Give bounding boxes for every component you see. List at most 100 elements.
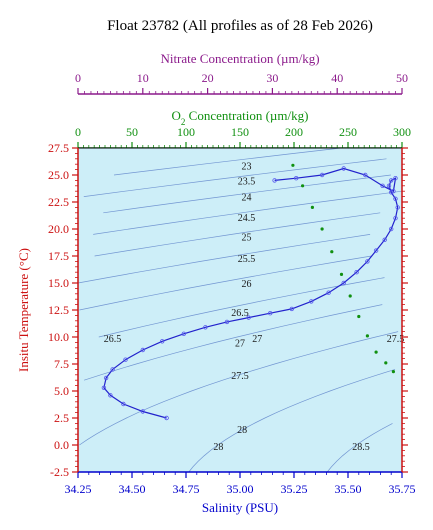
density-contour: [103, 174, 391, 214]
density-contour: [79, 255, 372, 311]
density-label: 28: [237, 425, 247, 436]
profile-point: [386, 183, 392, 188]
profile-point: [326, 290, 331, 295]
density-contours: 23 23.5 24 24.5 25 25.5 26 26.5 26.5 27 27 27.5 27.5…: [77, 147, 405, 473]
oxygen-point: [310, 205, 314, 209]
density-label: 27.5: [231, 371, 249, 382]
oxygen-point: [330, 250, 334, 254]
profile-point: [268, 311, 273, 316]
oxygen-point: [301, 184, 305, 188]
oxygen-point: [320, 227, 324, 231]
density-label: 24: [241, 193, 251, 204]
profile-point: [123, 357, 128, 362]
y-tick-label: 5.0: [54, 384, 69, 398]
x-axis-label: Salinity (PSU): [202, 500, 278, 515]
nitrate-axis-tick-label: 10: [137, 71, 149, 85]
y-tick-label: 17.5: [48, 249, 69, 263]
oxygen-axis-tick-label: 200: [285, 125, 303, 139]
profile-point: [391, 188, 396, 194]
profile-point: [140, 409, 145, 414]
profile-point: [395, 205, 400, 210]
oxygen-axis-tick-label: 50: [126, 125, 138, 139]
y-tick-label: 12.5: [48, 303, 69, 317]
density-contour: [98, 277, 385, 338]
y-tick-label: 0.0: [54, 438, 69, 452]
profile-point: [373, 248, 379, 253]
density-contour: [83, 304, 383, 381]
nitrate-axis-tick-label: 40: [331, 71, 343, 85]
density-label: 25: [241, 233, 251, 244]
y-tick-label: 10.0: [48, 330, 69, 344]
profile-point: [246, 315, 251, 320]
profile-point: [101, 385, 107, 390]
profile-point: [393, 215, 398, 221]
y-tick-label: 25.0: [48, 168, 69, 182]
x-tick-label: 34.25: [65, 482, 92, 496]
y-tick-label: 27.5: [48, 141, 69, 155]
density-contour: [326, 423, 393, 473]
oxygen-point: [391, 370, 395, 374]
density-contour: [94, 212, 381, 257]
density-label: 24.5: [238, 213, 256, 224]
density-contour: [113, 147, 342, 176]
profile-point: [389, 178, 394, 183]
y-tick-label: 20.0: [48, 222, 69, 236]
profile-point: [365, 259, 370, 264]
oxygen-point: [374, 350, 378, 354]
profile-point: [108, 393, 113, 398]
profile-point: [380, 183, 385, 188]
profile-point: [121, 401, 126, 407]
oxygen-point: [339, 272, 344, 276]
density-contour: [93, 190, 402, 235]
profile-point: [393, 196, 398, 201]
profile-point: [319, 172, 325, 178]
profile-point: [203, 325, 208, 330]
x-tick-label: 34.50: [119, 482, 146, 496]
density-label: 28.5: [352, 442, 370, 453]
profile-point: [363, 172, 368, 178]
density-label: 27: [252, 334, 262, 345]
nitrate-axis-label: Nitrate Concentration (µm/kg): [160, 51, 319, 66]
nitrate-axis: Nitrate Concentration (µm/kg) 0 10 20 30 40 5…: [75, 51, 408, 95]
data-series: [101, 163, 400, 421]
oxygen-axis-tick-label: 150: [231, 125, 249, 139]
density-label: 25.5: [238, 254, 256, 265]
x-tick-label: 34.75: [173, 482, 200, 496]
y-tick-label: 7.5: [54, 357, 69, 371]
oxygen-axis-tick-label: 0: [75, 125, 81, 139]
oxygen-axis: O2 Concentration (µm/kg) 0 50 100 150 200 250…: [75, 108, 411, 149]
nitrate-axis-tick-label: 0: [75, 71, 81, 85]
profile-point: [181, 331, 186, 336]
density-label: 28: [213, 442, 223, 453]
oxygen-point: [365, 334, 369, 338]
profile-point: [272, 178, 277, 183]
x-tick-label: 35.25: [281, 482, 308, 496]
density-label: 23.5: [238, 176, 256, 187]
density-label: 26.5: [104, 334, 122, 345]
density-label: 27.5: [387, 334, 405, 345]
density-label: 26: [241, 279, 251, 290]
oxygen-axis-label: O2 Concentration (µm/kg): [172, 108, 309, 127]
profile-point: [341, 166, 346, 171]
density-label: 23: [241, 161, 251, 172]
profile-point: [140, 347, 145, 353]
oxygen-point: [348, 294, 352, 298]
x-tick-label: 35.75: [389, 482, 416, 496]
y-axis-label: Insitu Temperature (°C): [16, 248, 31, 372]
temperature-axis: -2.5 0.0 2.5 5.0 7.5 10.0 12.5 15.0 17.5 20.0 22.5…: [48, 141, 408, 479]
oxygen-point: [384, 361, 388, 365]
profile-point: [224, 319, 230, 325]
oxygen-point: [357, 314, 361, 319]
profile-point: [393, 175, 398, 181]
oxygen-axis-tick-label: 250: [339, 125, 357, 139]
density-contour: [79, 331, 399, 446]
x-tick-label: 35.00: [227, 482, 254, 496]
profile-point: [159, 339, 165, 344]
nitrate-axis-tick-label: 30: [266, 71, 278, 85]
density-label: 26.5: [231, 308, 249, 319]
profile-point: [164, 415, 169, 421]
chart-title: Float 23782 (All profiles as of 28 Feb 2…: [107, 18, 373, 34]
profile-point: [389, 226, 394, 232]
profile-point: [309, 299, 314, 304]
